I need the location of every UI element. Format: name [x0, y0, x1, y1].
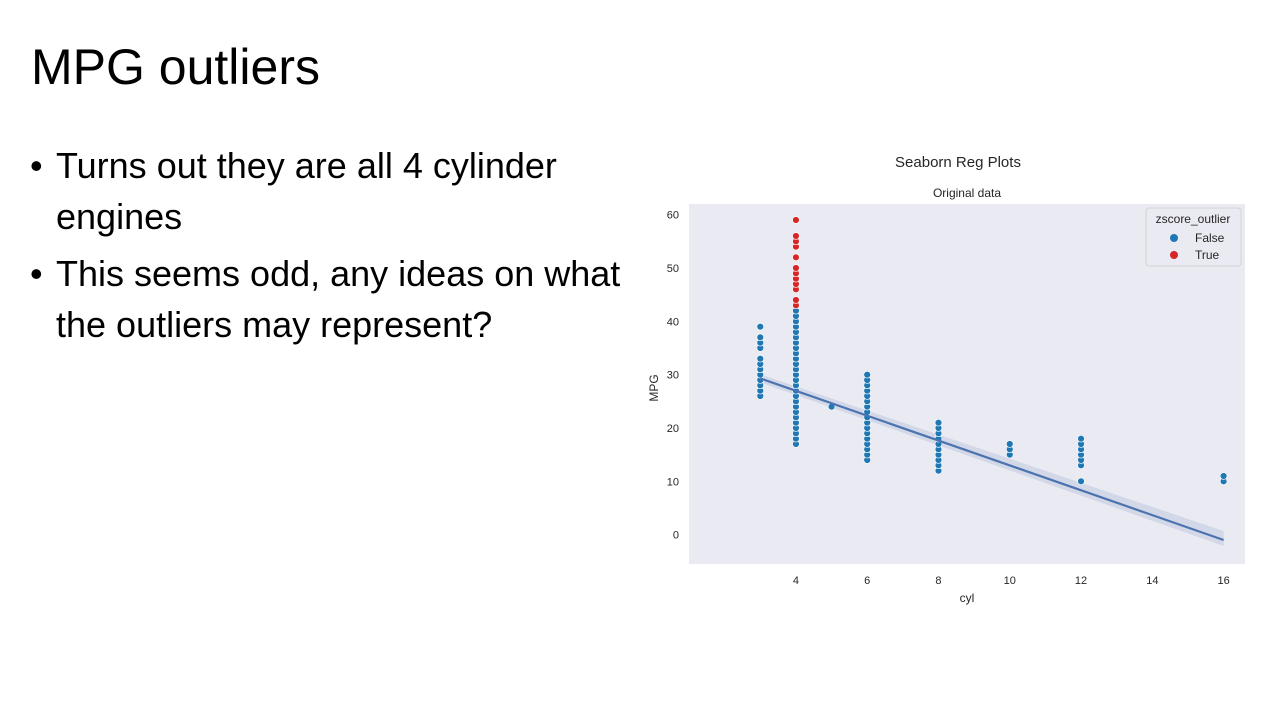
legend-label-false: False: [1195, 231, 1225, 245]
legend-marker-false: [1170, 234, 1178, 242]
scatter-point-false: [1077, 477, 1085, 486]
x-tick-label: 16: [1217, 575, 1229, 587]
y-tick-label: 60: [667, 210, 679, 222]
x-tick-label: 10: [1004, 575, 1016, 587]
x-tick-label: 8: [935, 575, 941, 587]
y-tick-label: 50: [667, 263, 679, 275]
scatter-point-true: [792, 264, 800, 272]
chart-title: Seaborn Reg Plots: [895, 154, 1021, 171]
y-tick-label: 40: [667, 316, 679, 328]
legend-box: [1145, 207, 1242, 267]
scatter-point-true: [792, 296, 800, 304]
scatter-point-false: [756, 333, 764, 342]
scatter-point-false: [1219, 472, 1228, 480]
x-tick-label: 14: [1146, 575, 1158, 587]
x-tick-label: 4: [793, 575, 799, 587]
slide-title: MPG outliers: [31, 39, 320, 95]
y-tick-label: 30: [667, 370, 679, 382]
chart-subtitle: Original data: [933, 186, 1001, 200]
regression-chart: Seaborn Reg Plots Original data 4 6 8 10 12 1…: [647, 154, 1245, 605]
y-tick-label: 0: [673, 530, 679, 542]
y-tick-label: 10: [667, 476, 679, 488]
x-tick-label: 12: [1075, 575, 1087, 587]
scatter-point-false: [756, 322, 764, 331]
legend-marker-true: [1170, 251, 1178, 259]
y-axis-label: MPG: [647, 374, 661, 401]
scatter-point-false: [863, 370, 871, 379]
legend: zscore_outlier False True: [1145, 207, 1242, 267]
bullet-item: Turns out they are all 4 cylinder engine…: [30, 140, 630, 242]
scatter-point-false: [756, 354, 764, 363]
legend-label-true: True: [1195, 248, 1220, 262]
bullet-list: Turns out they are all 4 cylinder engine…: [30, 140, 630, 356]
regression-line: [759, 377, 1224, 542]
scatter-point-true: [792, 232, 800, 240]
bullet-item: This seems odd, any ideas on what the ou…: [30, 248, 630, 350]
x-axis-label: cyl: [960, 591, 975, 605]
scatter-point-false: [1077, 434, 1085, 443]
x-tick-label: 6: [864, 575, 870, 587]
scatter-point-false: [1006, 440, 1014, 448]
scatter-point-false: [934, 418, 943, 427]
scatter-point-true: [792, 253, 800, 262]
scatter-point-true: [792, 216, 800, 224]
y-tick-label: 20: [667, 423, 679, 435]
legend-title: zscore_outlier: [1156, 212, 1231, 226]
